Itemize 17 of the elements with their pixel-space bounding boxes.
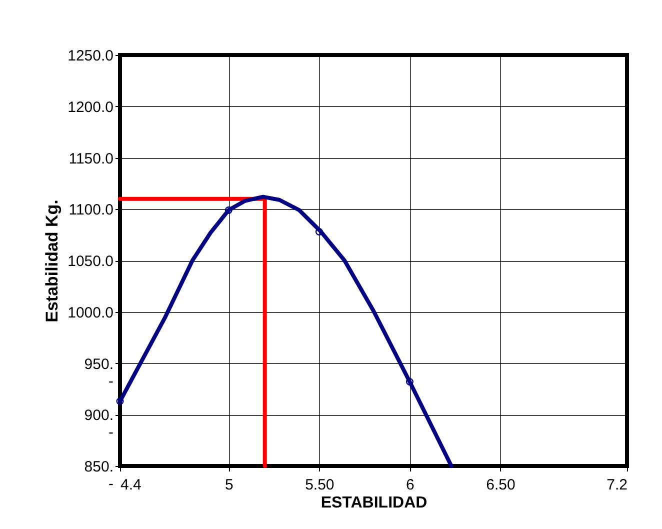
y-tick-label: 1250.0 [68,48,114,64]
x-axis-title: ESTABILIDAD [320,494,428,512]
y-tick-label: 1150.0 [68,150,114,168]
x-tick-label: 6 [406,476,414,494]
x-tick-label: 5 [224,476,234,494]
x-tick-label: 7.2 [606,476,628,494]
x-tick-label: 6.50 [486,476,516,494]
y-tick-label: 900. - [84,407,114,442]
y-tick-label: 850. - [84,458,114,492]
y-tick-label: 950. - [84,356,114,390]
y-tick-label: 1200.0 [68,98,114,116]
y-tick-label: 1000.0 [68,304,114,322]
y-tick-label: 1100.0 [68,202,114,219]
y-axis-title: Estabilidad Kg. [42,200,62,322]
x-tick-label: 4.4 [120,476,142,494]
y-tick-label: 1050.0 [68,253,114,270]
x-tick-label: 5.50 [305,476,334,494]
